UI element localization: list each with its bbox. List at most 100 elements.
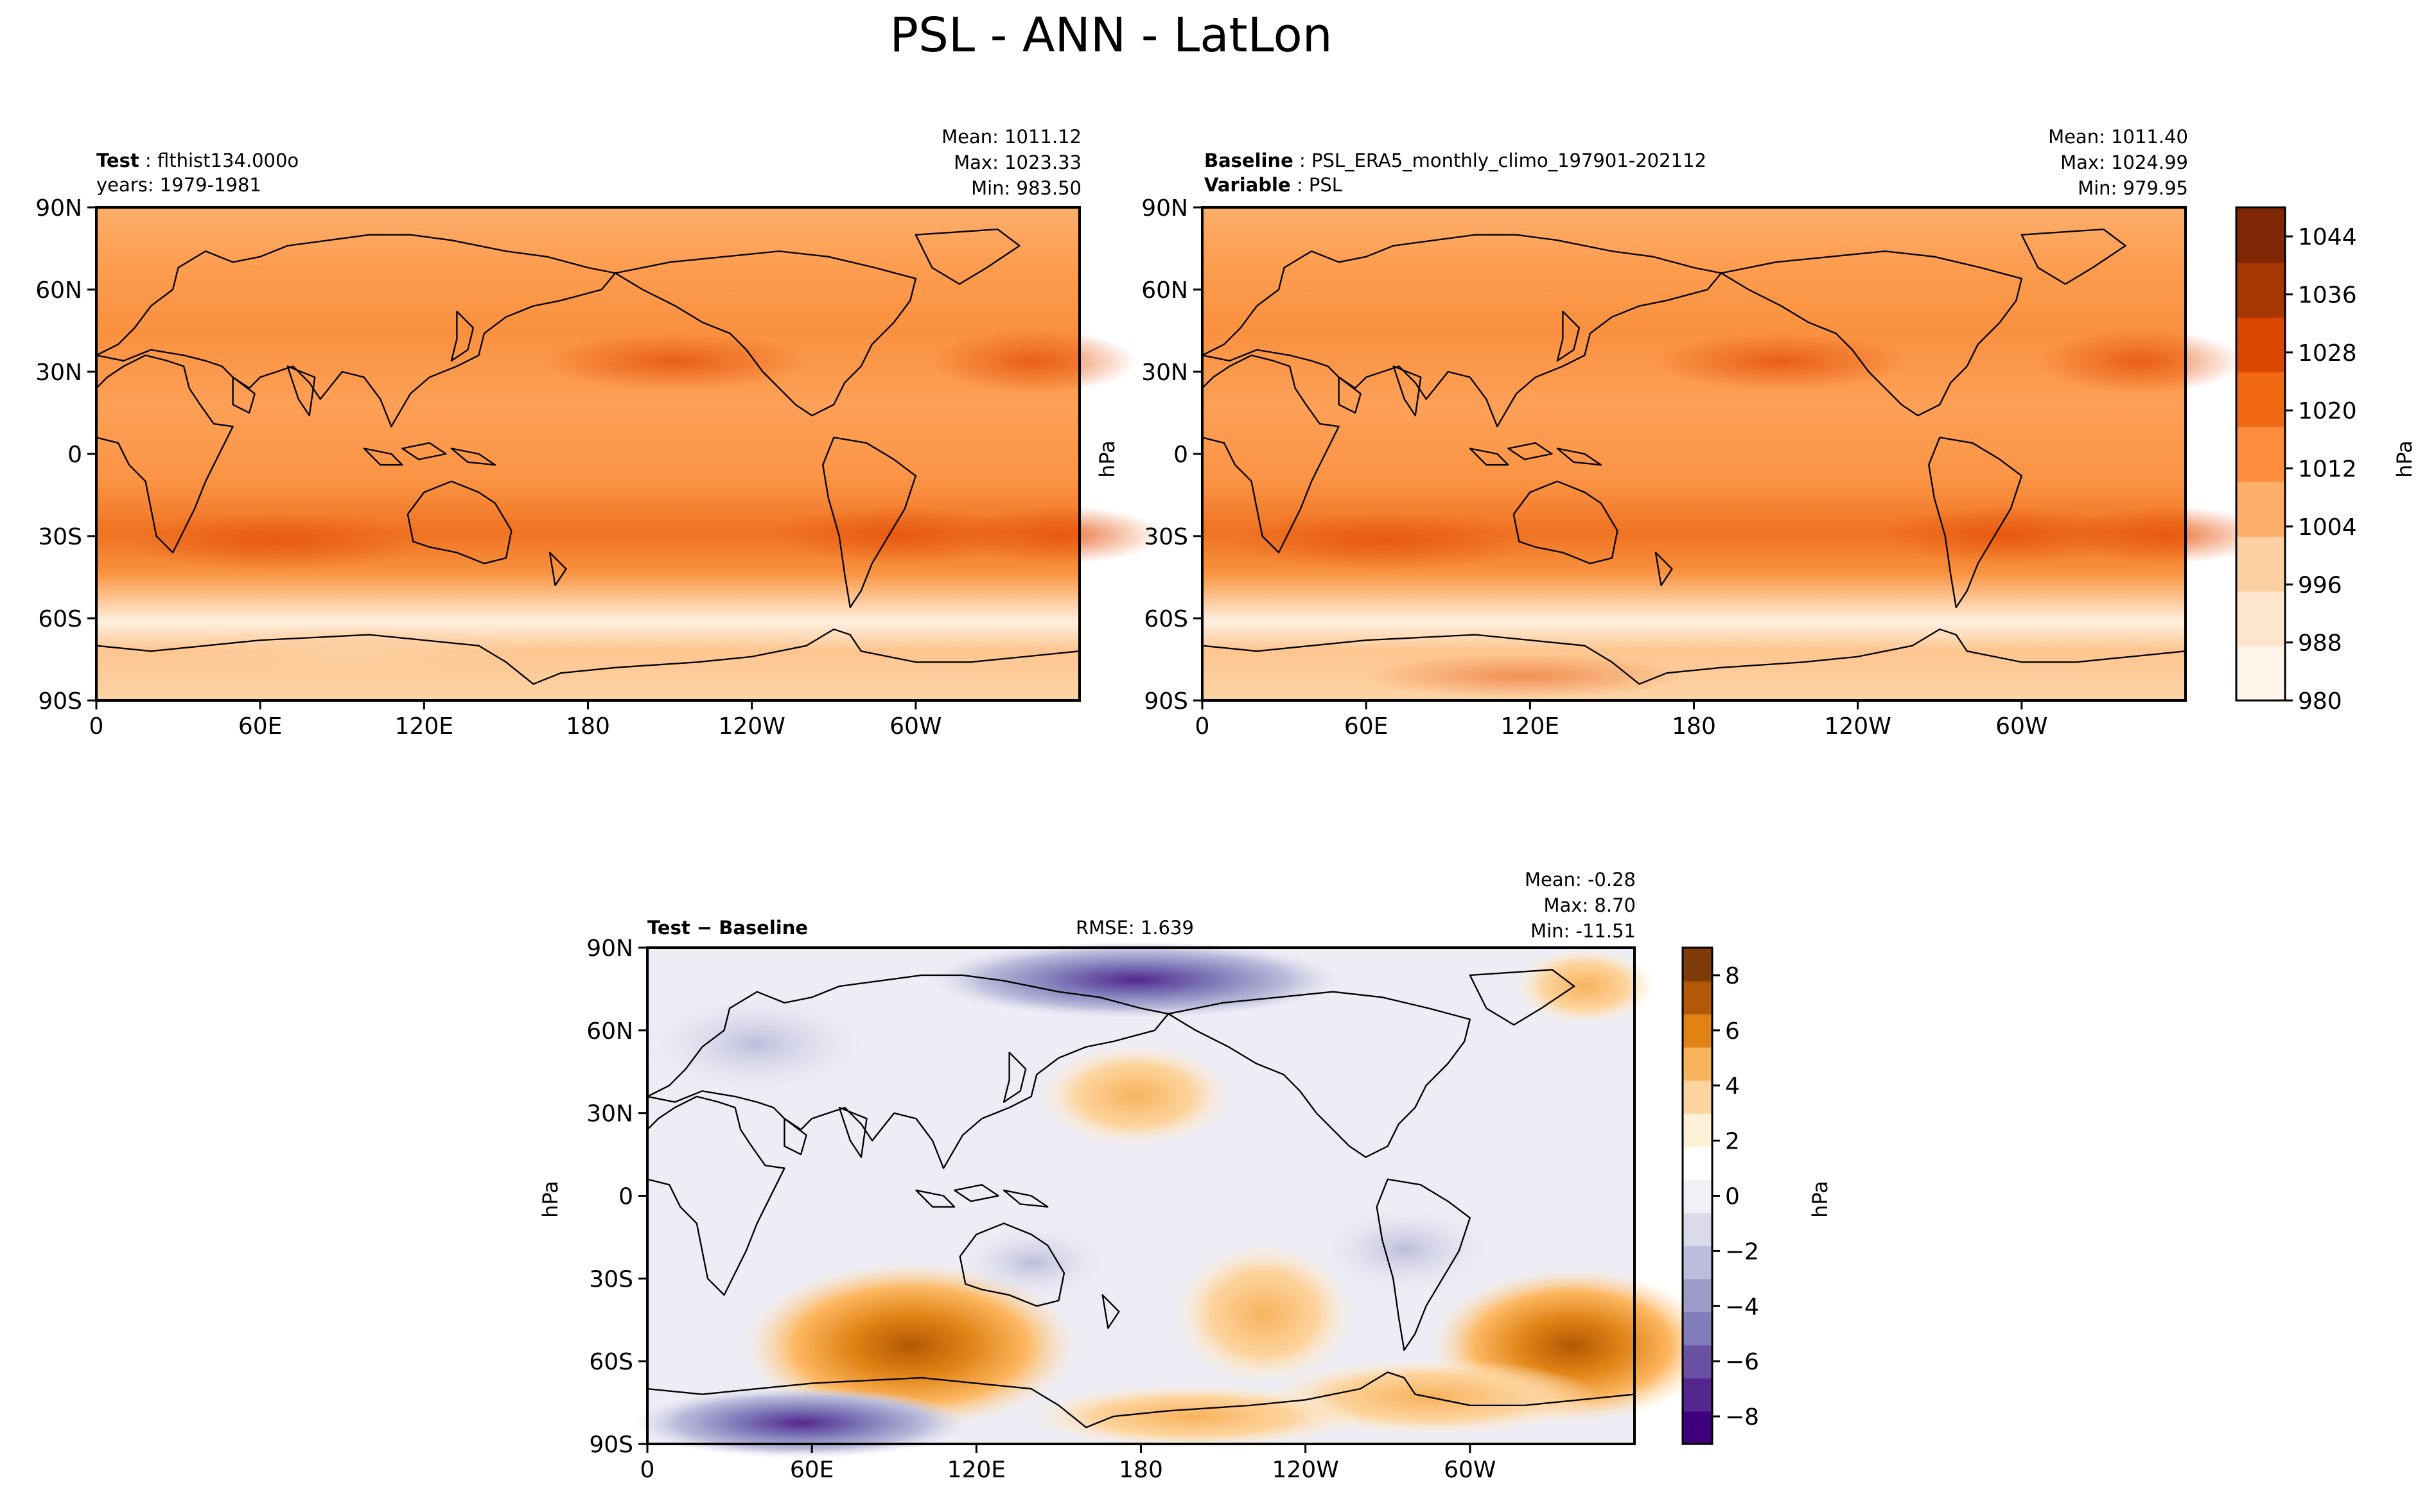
cbar-diff-swatch-20 — [1683, 1096, 1712, 1114]
cbar-psl-swatch-9 — [2236, 426, 2285, 455]
diff-max: Max: 8.70 — [1543, 894, 1636, 916]
cbar-psl-swatch-6 — [2236, 508, 2285, 537]
baseline-ytick-label-4: 30S — [1144, 524, 1188, 550]
test-xtick-label-1: 60E — [238, 713, 283, 740]
test-xtick-label-5: 60W — [889, 713, 942, 740]
baseline-variable: Variable : PSL — [1204, 174, 1342, 196]
cbar-psl-swatch-14 — [2236, 290, 2285, 318]
cbar-psl-tick-label-8: 1044 — [2298, 224, 2357, 250]
baseline-ytick-label-2: 30N — [1141, 360, 1188, 386]
cbar-diff-tick-label-6: −4 — [1725, 1294, 1759, 1320]
diff-rmse: RMSE: 1.639 — [1076, 917, 1194, 939]
cbar-psl-tick-label-6: 1028 — [2298, 340, 2357, 367]
baseline-xtick-label-2: 120E — [1501, 713, 1559, 740]
cbar-psl-swatch-15 — [2236, 262, 2285, 290]
baseline-ytick-label-1: 60N — [1141, 277, 1188, 304]
cbar-psl-tick-label-2: 996 — [2298, 572, 2342, 598]
test-label-value: flthist134.000o — [157, 150, 299, 171]
baseline-map — [1201, 206, 2268, 702]
cbar-diff-swatch-23 — [1683, 1047, 1712, 1064]
test-ytick-label-0: 90N — [35, 195, 82, 222]
cbar-diff-swatch-22 — [1683, 1063, 1712, 1081]
diff-map — [635, 941, 1713, 1458]
cbar-diff-tick-label-8: −8 — [1725, 1404, 1759, 1430]
colorbar-diff: 8 6 4 2 0 −2 −4 −6 −8 — [1681, 946, 1759, 1445]
baseline-xtick-label-5: 60W — [1995, 713, 2047, 740]
cbar-diff-tick-label-2: 4 — [1725, 1073, 1740, 1100]
cbar-diff-swatch-16 — [1683, 1162, 1712, 1180]
cbar-diff-swatch-1 — [1683, 1411, 1712, 1429]
baseline-label-value: PSL_ERA5_monthly_climo_197901-202112 — [1311, 150, 1706, 171]
baseline-variable-value: PSL — [1308, 174, 1342, 196]
page-title: PSL - ANN - LatLon — [889, 8, 1333, 63]
diff-xtick-label-2: 120E — [947, 1457, 1006, 1483]
cbar-diff-swatch-11 — [1683, 1245, 1712, 1263]
test-ytick-label-1: 60N — [35, 277, 82, 304]
test-xtick-label-0: 0 — [89, 713, 104, 740]
cbar-diff-tick-label-7: −6 — [1725, 1349, 1759, 1375]
diff-ytick-label-2: 30N — [586, 1101, 633, 1127]
diff-xtick-label-0: 0 — [640, 1457, 655, 1483]
cbar-diff-swatch-25 — [1683, 1014, 1712, 1031]
diff-ytick-label-3: 0 — [618, 1184, 633, 1210]
diff-xtick-label-5: 60W — [1444, 1457, 1496, 1483]
test-ytick-label-6: 90S — [38, 688, 82, 715]
baseline-ytick-label-5: 60S — [1144, 606, 1188, 632]
test-map — [95, 206, 1162, 702]
cbar-psl-swatch-8 — [2236, 454, 2285, 482]
cbar-psl-tick-label-1: 988 — [2298, 630, 2342, 657]
cbar-psl-swatch-3 — [2236, 591, 2285, 619]
cbar-diff-swatch-15 — [1683, 1179, 1712, 1197]
cbar-psl-tick-label-4: 1012 — [2298, 456, 2357, 483]
diff-ytick-label-0: 90N — [586, 935, 633, 962]
test-stats: Mean: 1011.12 Max: 1023.33 Min: 983.50 — [942, 124, 1082, 201]
diff-xtick-label-4: 120W — [1272, 1457, 1339, 1483]
cbar-diff-swatch-21 — [1683, 1080, 1712, 1097]
test-years: years: 1979-1981 — [96, 174, 261, 196]
baseline-variable-key: Variable — [1204, 174, 1291, 196]
cbar-psl-swatch-16 — [2236, 234, 2285, 263]
baseline-ytick-label-6: 90S — [1144, 688, 1188, 715]
colorbar-psl: 980 988 996 1004 1012 1020 1028 1036 1044 — [2235, 206, 2357, 715]
cbar-diff-tick-label-0: 8 — [1725, 963, 1740, 989]
cbar-diff-swatch-0 — [1683, 1427, 1712, 1445]
cbar-diff-swatch-5 — [1683, 1344, 1712, 1362]
colorbar-diff-label: hPa — [1808, 1181, 1832, 1218]
baseline-xtick-label-1: 60E — [1344, 713, 1389, 740]
colorbar-psl-label: hPa — [2392, 440, 2417, 478]
test-xtick-label-4: 120W — [719, 713, 785, 740]
diff-ytick-label-4: 30S — [589, 1266, 633, 1292]
diff-xtick-label-1: 60E — [790, 1457, 834, 1483]
cbar-diff-tick-label-1: 6 — [1725, 1018, 1740, 1045]
cbar-psl-swatch-12 — [2236, 344, 2285, 372]
baseline-max: Max: 1024.99 — [2060, 152, 2188, 173]
cbar-psl-tick-label-3: 1004 — [2298, 514, 2357, 541]
cbar-diff-swatch-12 — [1683, 1229, 1712, 1246]
cbar-diff-swatch-18 — [1683, 1129, 1712, 1147]
diff-xtick-label-3: 180 — [1119, 1457, 1163, 1483]
cbar-diff-swatch-29 — [1683, 948, 1712, 965]
cbar-diff-swatch-3 — [1683, 1377, 1712, 1395]
baseline-mean: Mean: 1011.40 — [2048, 126, 2188, 148]
diff-ytick-label-5: 60S — [589, 1349, 633, 1375]
baseline-ylabel: hPa — [1095, 440, 1119, 478]
cbar-diff-swatch-2 — [1683, 1394, 1712, 1412]
cbar-diff-tick-label-3: 2 — [1725, 1129, 1740, 1155]
cbar-diff-swatch-28 — [1683, 964, 1712, 982]
diff-label: Test − Baseline — [647, 917, 809, 939]
baseline-xtick-label-0: 0 — [1195, 713, 1210, 740]
cbar-diff-tick-label-5: −2 — [1725, 1238, 1759, 1265]
test-ytick-label-5: 60S — [38, 606, 82, 632]
cbar-psl-swatch-13 — [2236, 317, 2285, 345]
diff-ytick-label-1: 60N — [586, 1018, 633, 1045]
cbar-psl-tick-label-5: 1020 — [2298, 398, 2357, 424]
cbar-diff-swatch-17 — [1683, 1146, 1712, 1163]
test-ytick-label-2: 30N — [35, 360, 82, 386]
cbar-psl-frame — [2235, 206, 2286, 702]
cbar-diff-tick-label-4: 0 — [1725, 1184, 1740, 1210]
diff-ytick-label-6: 90S — [589, 1432, 633, 1458]
cbar-psl-swatch-4 — [2236, 563, 2285, 592]
cbar-psl-swatch-11 — [2236, 372, 2285, 400]
cbar-psl-swatch-7 — [2236, 481, 2285, 510]
